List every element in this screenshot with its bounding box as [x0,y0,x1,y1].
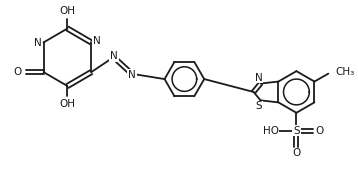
Text: S: S [293,126,300,136]
Text: CH₃: CH₃ [335,67,354,77]
Text: O: O [315,126,323,136]
Text: N: N [34,38,42,48]
Text: O: O [14,67,22,77]
Text: OH: OH [59,99,76,109]
Text: OH: OH [59,6,76,16]
Text: HO: HO [263,126,279,136]
Text: N: N [110,51,118,61]
Text: N: N [255,73,262,83]
Text: O: O [292,148,300,158]
Text: N: N [128,70,136,80]
Text: N: N [93,36,101,46]
Text: S: S [255,101,262,111]
